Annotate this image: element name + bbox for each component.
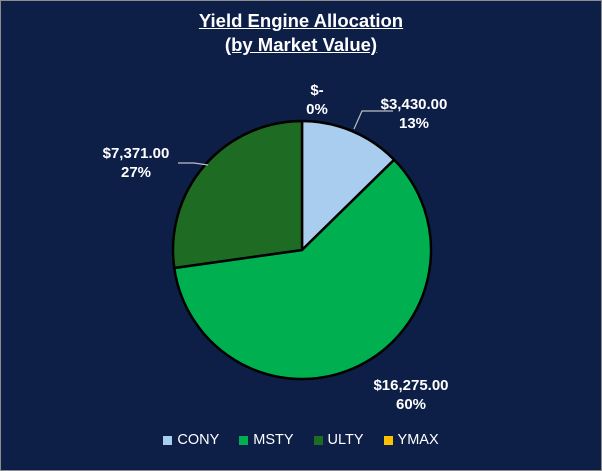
legend-item-msty: MSTY bbox=[239, 431, 294, 449]
leader-line-ulty bbox=[178, 162, 209, 166]
pie-slice-msty bbox=[173, 158, 433, 381]
legend-swatch bbox=[163, 435, 173, 445]
legend-swatch bbox=[239, 435, 249, 445]
pie-slice-cony bbox=[300, 119, 396, 252]
legend-label: CONY bbox=[177, 432, 220, 448]
legend-label: YMAX bbox=[397, 432, 439, 448]
legend-item-ulty: ULTY bbox=[313, 431, 364, 449]
data-label-value-ymax: $- bbox=[310, 82, 323, 99]
data-label-value-ulty: $7,371.00 bbox=[103, 145, 170, 162]
legend-item-ymax: YMAX bbox=[383, 431, 439, 449]
legend-label: ULTY bbox=[327, 432, 364, 448]
chart-title-line-1: Yield Engine Allocation bbox=[198, 10, 404, 31]
data-label-percent-cony: 13% bbox=[399, 115, 429, 132]
data-label-percent-msty: 60% bbox=[396, 396, 426, 413]
chart-title-line-2: (by Market Value) bbox=[224, 34, 378, 55]
data-label-percent-ymax: 0% bbox=[306, 101, 328, 118]
legend-swatch bbox=[383, 435, 393, 445]
data-label-percent-ulty: 27% bbox=[121, 164, 151, 181]
chart-title: Yield Engine Allocation (by Market Value… bbox=[1, 9, 601, 57]
legend-item-cony: CONY bbox=[163, 431, 219, 449]
legend-label: MSTY bbox=[253, 432, 294, 448]
data-label-value-cony: $3,430.00 bbox=[381, 96, 448, 113]
legend: CONY MSTY ULTY YMAX bbox=[1, 431, 601, 449]
leader-line-cony bbox=[353, 110, 393, 130]
pie-slice-ulty bbox=[171, 119, 304, 270]
legend-swatch bbox=[313, 435, 323, 445]
data-label-value-msty: $16,275.00 bbox=[373, 377, 448, 394]
